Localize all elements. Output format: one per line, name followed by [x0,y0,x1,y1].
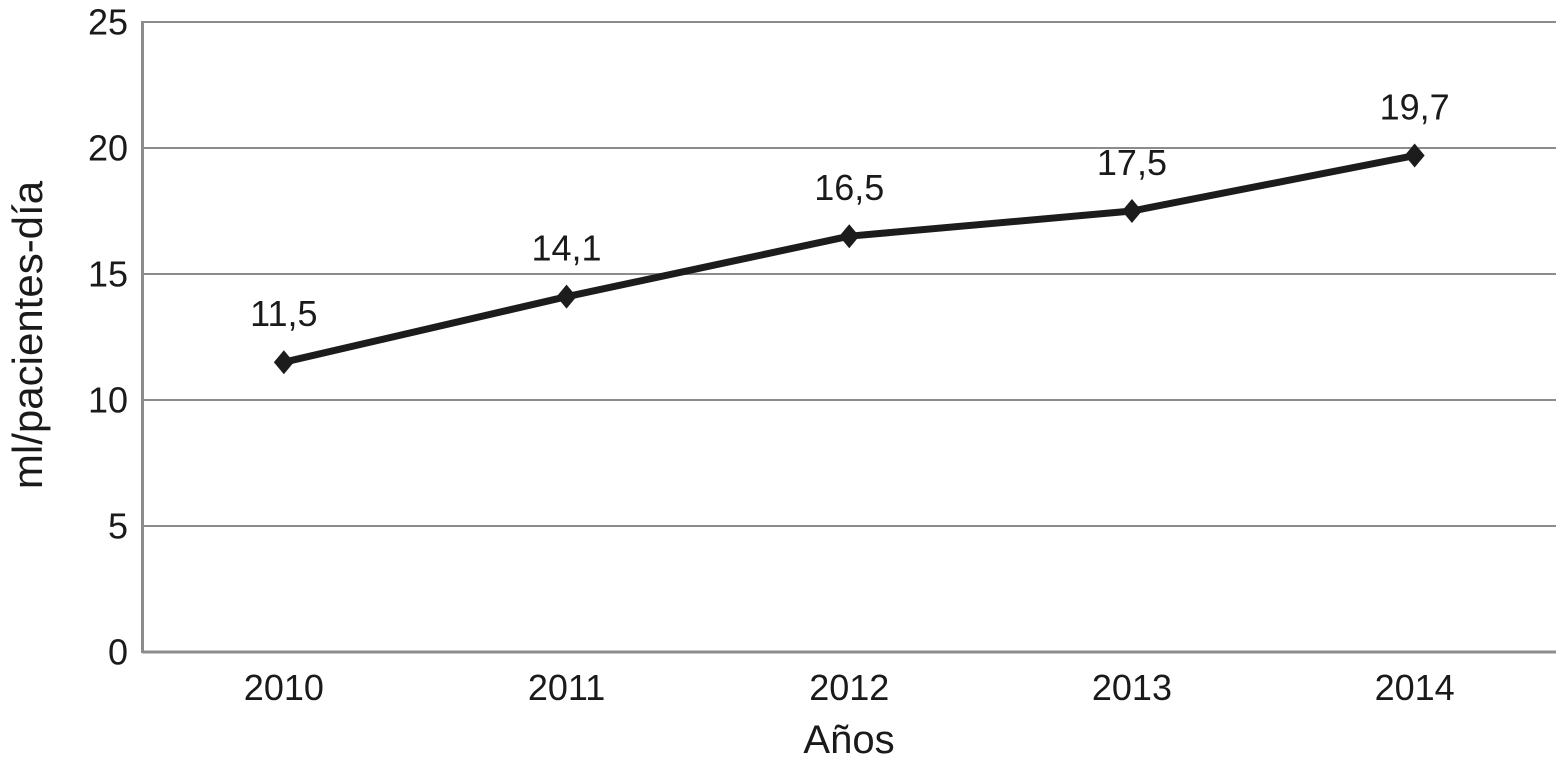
x-tick-label: 2014 [1375,667,1455,708]
data-point-marker [1404,143,1425,168]
y-tick-label: 5 [108,506,128,547]
data-point-marker [839,224,860,249]
x-tick-label: 2011 [528,667,605,708]
y-tick-label: 10 [88,380,128,421]
y-tick-label: 25 [88,2,128,43]
y-tick-label: 0 [108,632,128,673]
x-tick-label: 2013 [1092,667,1172,708]
data-point-label: 19,7 [1380,87,1450,128]
x-tick-label: 2010 [244,667,324,708]
data-point-label: 16,5 [814,167,884,208]
y-tick-label: 15 [88,254,128,295]
data-point-label: 11,5 [250,293,317,334]
data-point-marker [273,350,294,375]
x-axis-title: Años [803,718,895,762]
x-tick-label: 2012 [809,667,889,708]
data-point-label: 17,5 [1097,142,1167,183]
y-tick-label: 20 [88,128,128,169]
data-point-marker [1121,199,1142,223]
data-point-label: 14,1 [532,228,602,269]
data-point-marker [556,284,577,309]
